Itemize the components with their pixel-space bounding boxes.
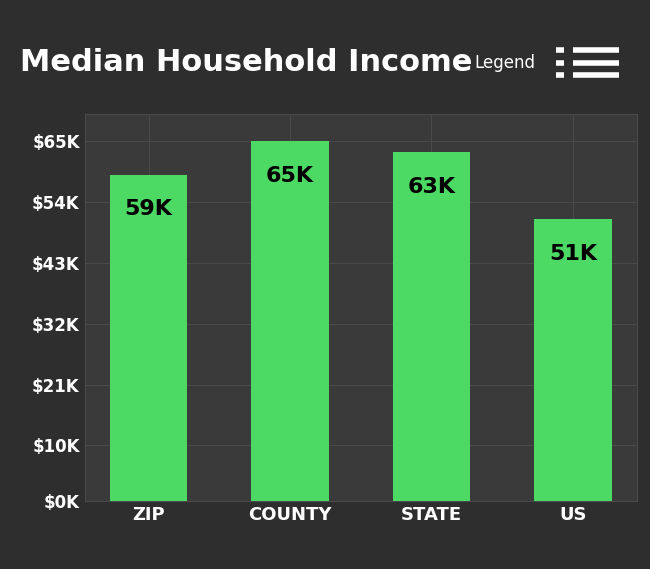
Text: 63K: 63K: [408, 178, 456, 197]
Text: 59K: 59K: [125, 200, 172, 220]
Text: Legend: Legend: [474, 53, 536, 72]
Bar: [534, 219, 612, 501]
Bar: [110, 175, 187, 501]
Text: 65K: 65K: [266, 166, 314, 186]
Text: 51K: 51K: [549, 244, 597, 263]
Bar: [393, 152, 471, 501]
Text: Median Household Income: Median Household Income: [20, 48, 472, 77]
Bar: [251, 142, 329, 501]
